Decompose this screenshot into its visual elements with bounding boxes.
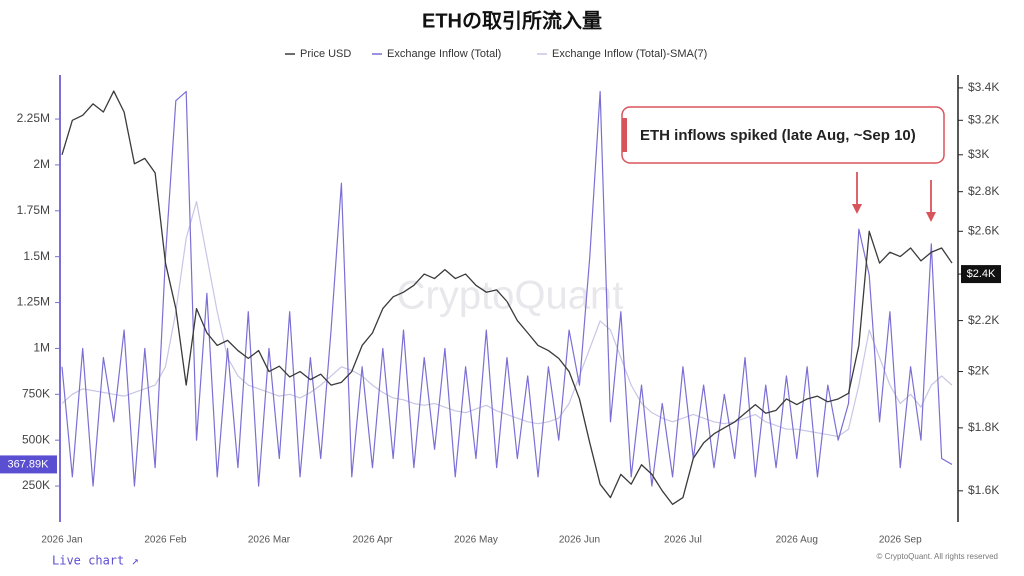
series-line <box>61 90 953 487</box>
annotation-arrows <box>852 172 936 222</box>
y-tick-label: 1.25M <box>17 295 50 309</box>
y-tick-label: 1.75M <box>17 203 50 217</box>
x-tick-label: 2026 Sep <box>879 535 922 546</box>
series-line <box>61 90 953 506</box>
y2-tick-label: $1.6K <box>968 483 999 497</box>
y2-tick-label: $2.6K <box>968 223 999 237</box>
footer: © CryptoQuant. All rights reserved <box>877 552 999 561</box>
y-tick-label: 2M <box>33 157 50 171</box>
series-line <box>61 201 953 438</box>
x-tick-label: 2026 Jul <box>664 535 702 546</box>
last-inflow-label: 367.89K <box>8 458 50 470</box>
x-tick-label: 2026 Apr <box>352 535 393 546</box>
y-tick-label: 1M <box>33 341 50 355</box>
x-tick-label: 2026 Aug <box>776 535 818 546</box>
y2-tick-label: $2K <box>968 364 989 378</box>
annotation-accent <box>622 118 627 152</box>
legend-label: Exchange Inflow (Total) <box>387 48 501 60</box>
x-tick-label: 2026 May <box>454 535 498 546</box>
legend-label: Exchange Inflow (Total)-SMA(7) <box>552 48 707 60</box>
last-inflow-badge <box>0 455 57 474</box>
y-tick-label: 500K <box>22 432 50 446</box>
legend-label: Price USD <box>300 48 351 60</box>
watermark: CryptoQuant <box>397 274 624 318</box>
y-tick-label: 250K <box>22 478 50 492</box>
last-price-badge <box>961 265 1001 284</box>
y-tick-label: 750K <box>22 386 50 400</box>
x-tick-label: 2026 Jun <box>559 535 600 546</box>
chart-title: ETHの取引所流入量 <box>422 8 602 32</box>
y-tick-label: 2.25M <box>17 111 50 125</box>
y2-tick-label: $3.4K <box>968 80 999 94</box>
annotation-text: ETH inflows spiked (late Aug, ~Sep 10) <box>640 127 916 144</box>
live-chart-link[interactable]: Live chart ↗ <box>52 554 139 568</box>
x-tick-label: 2026 Mar <box>248 535 291 546</box>
y-tick-label: 1.5M <box>23 249 50 263</box>
y2-tick-label: $1.8K <box>968 420 999 434</box>
y2-tick-label: $2.8K <box>968 184 999 198</box>
y2-tick-label: $3K <box>968 147 989 161</box>
y2-tick-label: $3.2K <box>968 112 999 126</box>
x-tick-label: 2026 Jan <box>41 535 82 546</box>
y2-tick-label: $2.2K <box>968 313 999 327</box>
x-tick-label: 2026 Feb <box>144 535 187 546</box>
last-price-label: $2.4K <box>967 268 996 280</box>
